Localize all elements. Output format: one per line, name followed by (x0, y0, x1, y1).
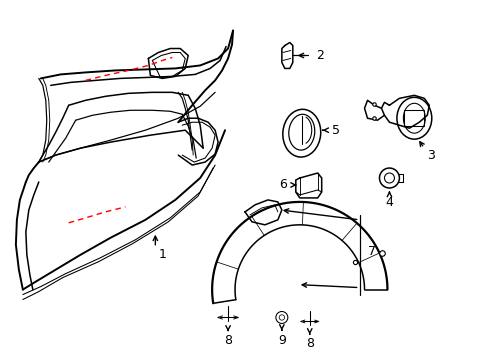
Text: 3: 3 (427, 149, 434, 162)
Text: 5: 5 (331, 124, 339, 137)
Text: 2: 2 (315, 49, 323, 62)
Text: 7: 7 (367, 245, 375, 258)
Text: 6: 6 (278, 179, 286, 192)
Text: 4: 4 (385, 197, 392, 210)
Text: 8: 8 (224, 334, 232, 347)
Text: 9: 9 (277, 334, 285, 347)
Text: 8: 8 (305, 337, 313, 350)
Text: 1: 1 (158, 248, 166, 261)
